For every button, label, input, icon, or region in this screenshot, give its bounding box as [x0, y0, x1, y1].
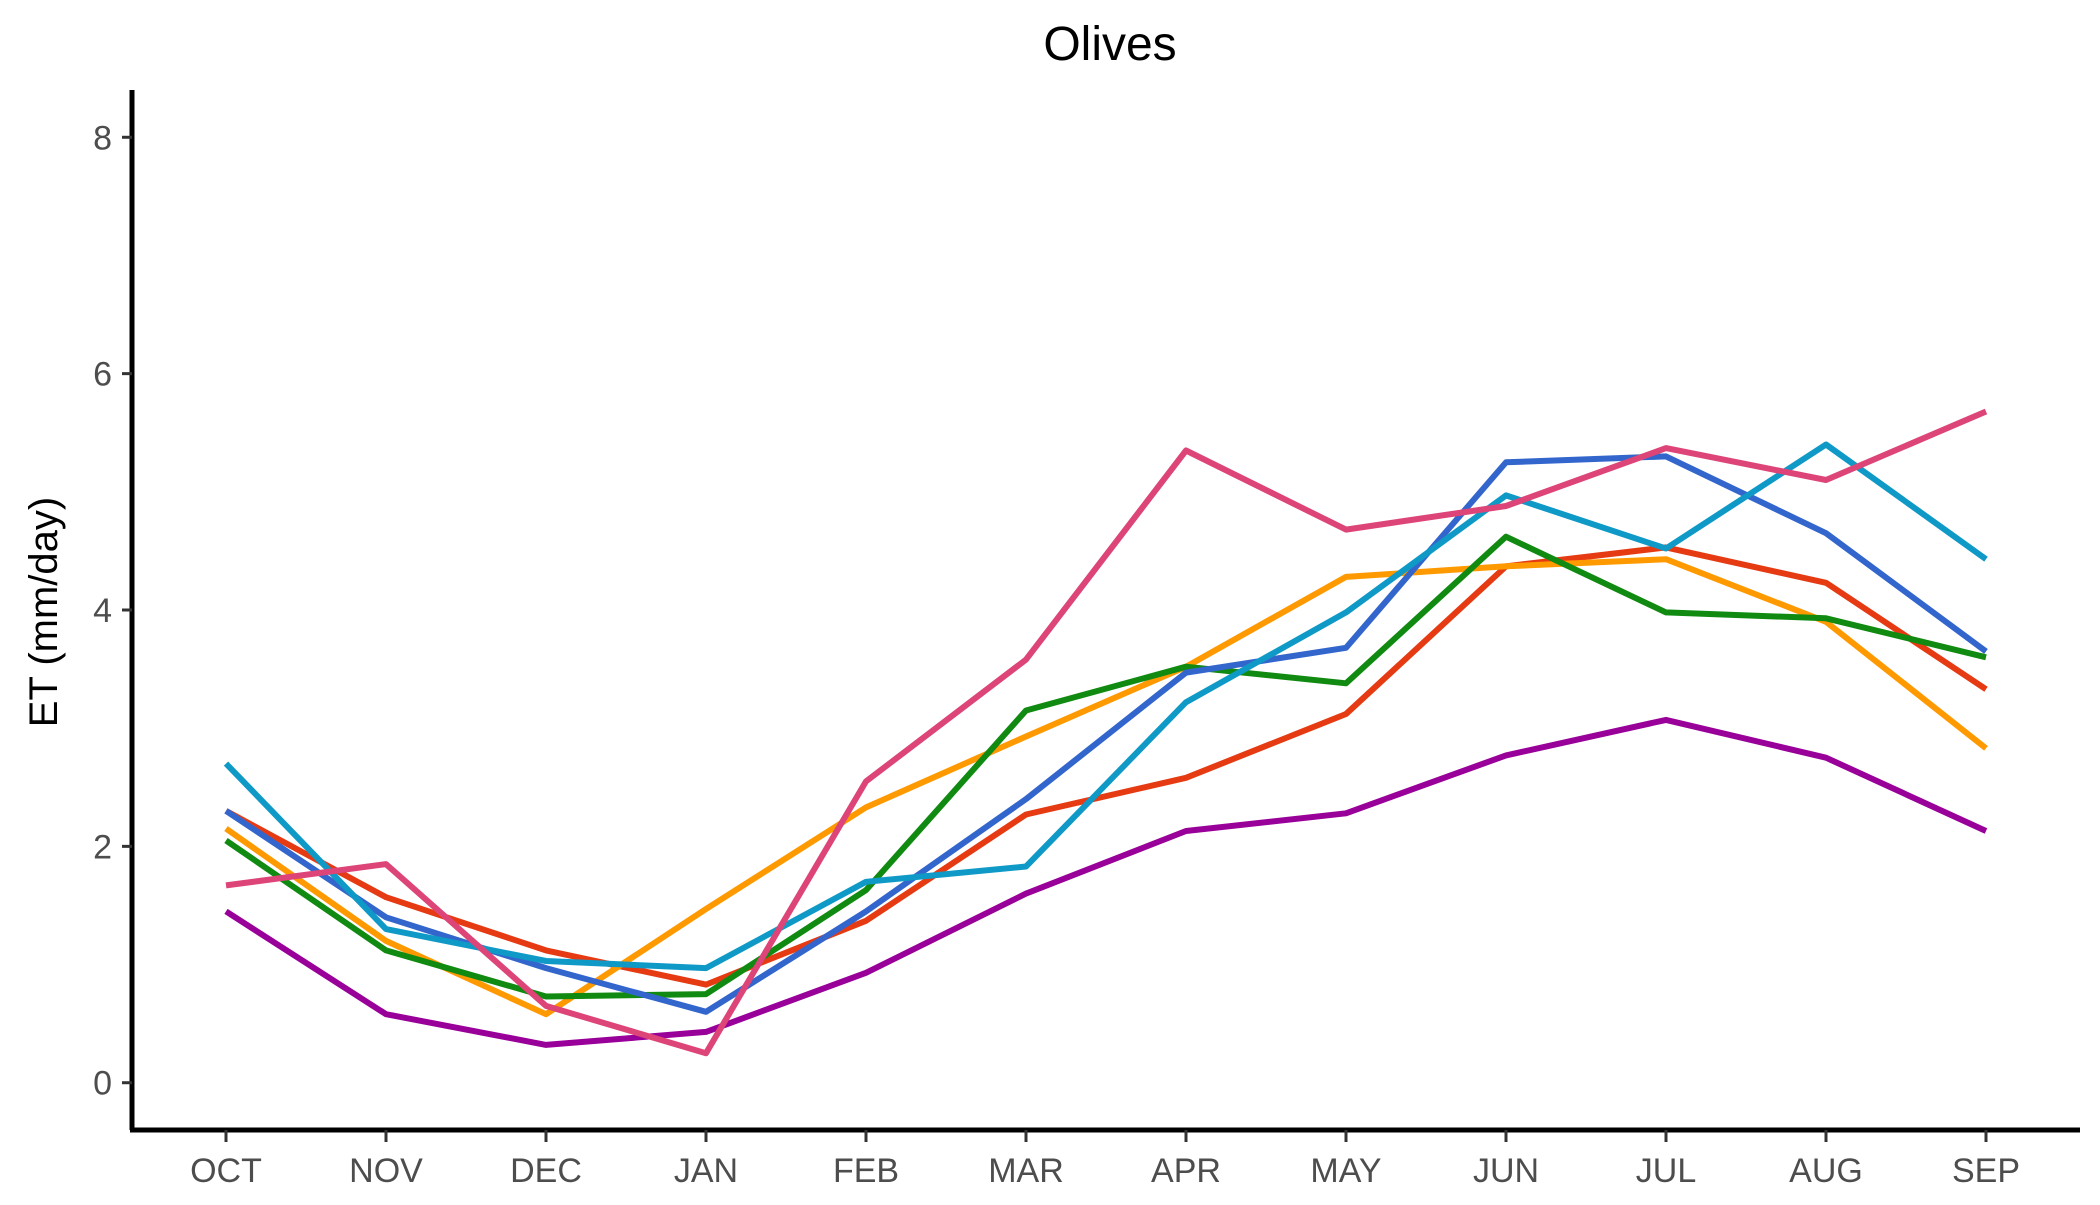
- series-line-4: [224, 453, 1988, 1015]
- x-tick-label: JUL: [1636, 1152, 1696, 1190]
- x-tick-label: DEC: [510, 1152, 582, 1190]
- x-tick-label: FEB: [833, 1152, 899, 1190]
- series-line-6: [224, 716, 1988, 1048]
- y-tick-label: 8: [93, 119, 112, 157]
- x-tick-label: AUG: [1789, 1152, 1863, 1190]
- series-line-7: [225, 408, 1988, 1057]
- x-tick-label: OCT: [190, 1152, 262, 1190]
- series-line-3: [224, 533, 1987, 1000]
- series-layer: [223, 408, 1988, 1057]
- x-tick-label: MAR: [988, 1152, 1064, 1190]
- x-tick-label: APR: [1151, 1152, 1221, 1190]
- x-tick-label: MAY: [1310, 1152, 1381, 1190]
- x-tick-label: SEP: [1952, 1152, 2020, 1190]
- chart-title: Olives: [1043, 18, 1176, 71]
- x-tick-label: NOV: [349, 1152, 423, 1190]
- series-line-5: [223, 441, 1988, 972]
- x-tick-label: JAN: [674, 1152, 738, 1190]
- y-tick-label: 0: [93, 1065, 112, 1103]
- y-axis-label: ET (mm/day): [22, 497, 66, 727]
- series-line-1: [224, 544, 1988, 988]
- y-tick-label: 2: [93, 828, 112, 866]
- y-tick-label: 6: [93, 356, 112, 394]
- series-line-2: [224, 556, 1988, 1018]
- x-axis-ticks: OCT NOV DEC JAN FEB MAR APR MAY JUN JUL AUG SEP: [190, 1130, 2020, 1190]
- y-axis-ticks: 0 2 4 6 8: [93, 119, 132, 1103]
- x-tick-label: JUN: [1473, 1152, 1539, 1190]
- y-tick-label: 4: [93, 592, 112, 630]
